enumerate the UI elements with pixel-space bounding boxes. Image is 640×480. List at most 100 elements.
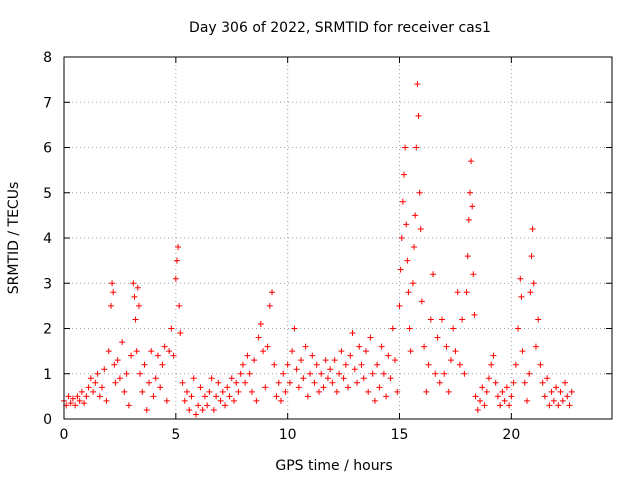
data-point xyxy=(166,348,173,355)
data-point xyxy=(260,348,267,355)
data-point xyxy=(336,370,343,377)
data-point xyxy=(65,393,72,400)
data-point xyxy=(105,348,112,355)
data-point xyxy=(418,298,425,305)
data-point xyxy=(184,388,191,395)
data-point xyxy=(360,375,367,382)
data-point xyxy=(425,361,432,368)
data-point xyxy=(452,348,459,355)
data-point xyxy=(103,397,110,404)
data-point xyxy=(284,361,291,368)
data-point xyxy=(72,402,79,409)
data-point xyxy=(385,352,392,359)
data-point xyxy=(99,384,106,391)
data-point xyxy=(508,393,515,400)
data-point xyxy=(439,316,446,323)
y-tick-labels: 0 1 2 3 4 5 6 7 8 xyxy=(43,50,52,428)
data-point xyxy=(181,397,188,404)
data-point xyxy=(230,397,237,404)
data-point xyxy=(445,388,452,395)
data-point xyxy=(465,216,472,223)
data-point xyxy=(518,293,525,300)
data-point xyxy=(289,348,296,355)
data-point xyxy=(145,379,152,386)
data-point xyxy=(282,388,289,395)
data-point xyxy=(387,375,394,382)
data-point xyxy=(76,397,83,404)
data-point xyxy=(128,352,135,359)
data-point xyxy=(443,343,450,350)
data-point xyxy=(414,81,421,88)
data-point xyxy=(541,393,548,400)
data-point xyxy=(253,397,260,404)
data-point xyxy=(471,311,478,318)
data-point xyxy=(78,388,85,395)
data-point xyxy=(564,393,571,400)
data-point xyxy=(251,357,258,364)
data-point xyxy=(176,302,183,309)
data-point xyxy=(311,379,318,386)
data-point xyxy=(568,388,575,395)
data-point xyxy=(501,397,508,404)
y-tick-label: 0 xyxy=(43,412,52,428)
data-point xyxy=(119,339,126,346)
data-point xyxy=(483,388,490,395)
data-point xyxy=(135,302,142,309)
data-point xyxy=(349,330,356,337)
data-point xyxy=(354,379,361,386)
data-point xyxy=(492,379,499,386)
data-point xyxy=(226,393,233,400)
data-point xyxy=(466,189,473,196)
data-point xyxy=(490,352,497,359)
data-point xyxy=(277,397,284,404)
data-point xyxy=(92,379,99,386)
data-point xyxy=(376,384,383,391)
data-point xyxy=(450,325,457,332)
data-point xyxy=(139,388,146,395)
data-point xyxy=(510,379,517,386)
data-point xyxy=(213,393,220,400)
data-point xyxy=(557,388,564,395)
data-point xyxy=(539,379,546,386)
data-point xyxy=(94,370,101,377)
data-point xyxy=(257,320,264,327)
data-point xyxy=(217,397,224,404)
data-point xyxy=(161,343,168,350)
data-point xyxy=(472,393,479,400)
data-point xyxy=(430,271,437,278)
x-tick-label: 5 xyxy=(171,427,180,443)
data-point xyxy=(481,402,488,409)
data-point xyxy=(546,402,553,409)
data-point xyxy=(188,393,195,400)
data-point xyxy=(168,325,175,332)
y-tick-label: 7 xyxy=(43,95,52,111)
data-point xyxy=(423,388,430,395)
data-point xyxy=(300,375,307,382)
data-point xyxy=(197,384,204,391)
data-point xyxy=(345,384,352,391)
data-point xyxy=(291,325,298,332)
data-point xyxy=(333,388,340,395)
data-point xyxy=(519,348,526,355)
data-point xyxy=(141,361,148,368)
data-point xyxy=(215,379,222,386)
data-point xyxy=(320,384,327,391)
data-point xyxy=(286,379,293,386)
data-point xyxy=(248,388,255,395)
data-point xyxy=(255,334,262,341)
data-point xyxy=(219,388,226,395)
data-point xyxy=(101,366,108,373)
data-points xyxy=(61,81,575,418)
data-point xyxy=(512,361,519,368)
data-point xyxy=(67,400,74,407)
data-point xyxy=(159,361,166,368)
data-point xyxy=(454,289,461,296)
data-point xyxy=(351,366,358,373)
data-point xyxy=(244,352,251,359)
data-point xyxy=(506,402,513,409)
data-point xyxy=(83,393,90,400)
data-point xyxy=(544,375,551,382)
data-point xyxy=(280,370,287,377)
data-point xyxy=(347,352,354,359)
